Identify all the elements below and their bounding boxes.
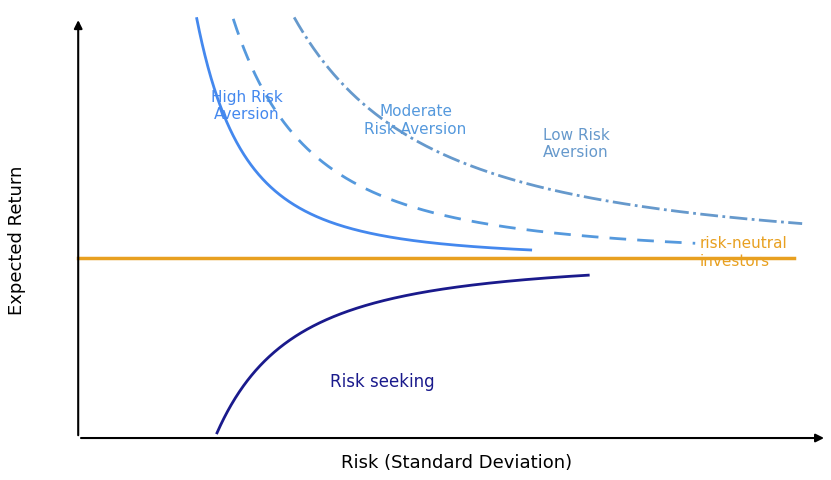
Text: Risk (Standard Deviation): Risk (Standard Deviation): [341, 453, 573, 471]
Text: Risk seeking: Risk seeking: [330, 372, 435, 390]
Text: Expected Return: Expected Return: [8, 166, 27, 314]
Text: Moderate
Risk Aversion: Moderate Risk Aversion: [364, 104, 467, 136]
Text: Low Risk
Aversion: Low Risk Aversion: [543, 128, 609, 160]
Text: High Risk
Aversion: High Risk Aversion: [211, 90, 283, 122]
Text: risk-neutral
investors: risk-neutral investors: [700, 236, 787, 268]
